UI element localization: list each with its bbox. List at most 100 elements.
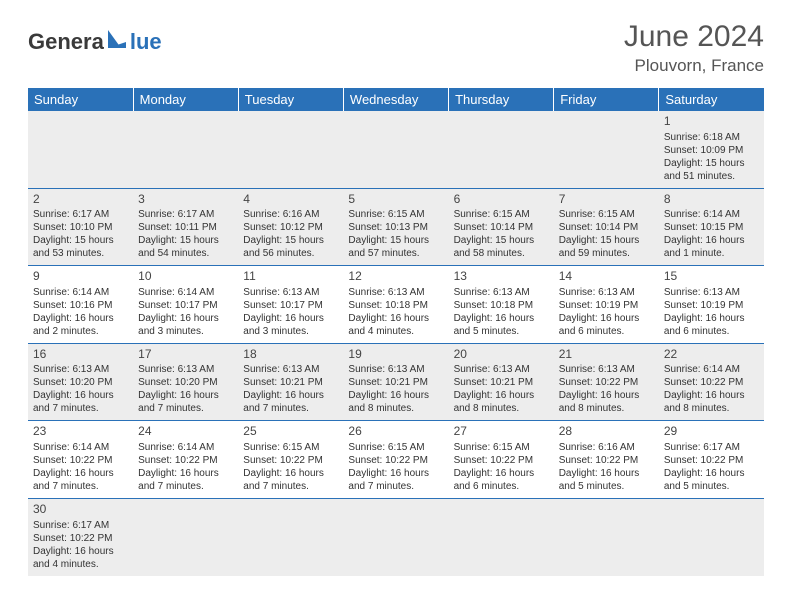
calendar-day-cell: 6Sunrise: 6:15 AMSunset: 10:14 PMDayligh… (449, 188, 554, 266)
calendar-week-row: 16Sunrise: 6:13 AMSunset: 10:20 PMDaylig… (28, 343, 764, 421)
day-number: 10 (138, 269, 233, 285)
sunrise-text: Sunrise: 6:13 AM (559, 363, 654, 376)
calendar-day-cell: 12Sunrise: 6:13 AMSunset: 10:18 PMDaylig… (343, 266, 448, 344)
daylight-text: Daylight: 16 hours and 7 minutes. (138, 467, 233, 493)
day-header: Thursday (449, 88, 554, 111)
sunrise-text: Sunrise: 6:13 AM (348, 363, 443, 376)
calendar-day-cell (238, 498, 343, 575)
day-number: 23 (33, 424, 128, 440)
calendar-day-cell (133, 498, 238, 575)
day-number: 26 (348, 424, 443, 440)
calendar-day-cell: 10Sunrise: 6:14 AMSunset: 10:17 PMDaylig… (133, 266, 238, 344)
sunset-text: Sunset: 10:18 PM (348, 299, 443, 312)
calendar-day-cell: 27Sunrise: 6:15 AMSunset: 10:22 PMDaylig… (449, 421, 554, 499)
calendar-day-cell: 15Sunrise: 6:13 AMSunset: 10:19 PMDaylig… (659, 266, 764, 344)
day-number: 14 (559, 269, 654, 285)
calendar-day-cell (554, 111, 659, 188)
calendar-day-cell (343, 498, 448, 575)
day-number: 17 (138, 347, 233, 363)
sunrise-text: Sunrise: 6:13 AM (138, 363, 233, 376)
sunrise-text: Sunrise: 6:14 AM (664, 363, 759, 376)
daylight-text: Daylight: 15 hours and 58 minutes. (454, 234, 549, 260)
sunset-text: Sunset: 10:22 PM (243, 454, 338, 467)
day-number: 13 (454, 269, 549, 285)
calendar-day-cell: 24Sunrise: 6:14 AMSunset: 10:22 PMDaylig… (133, 421, 238, 499)
daylight-text: Daylight: 16 hours and 6 minutes. (454, 467, 549, 493)
calendar-day-cell: 28Sunrise: 6:16 AMSunset: 10:22 PMDaylig… (554, 421, 659, 499)
day-number: 29 (664, 424, 759, 440)
calendar-day-cell (449, 498, 554, 575)
sunrise-text: Sunrise: 6:15 AM (348, 208, 443, 221)
page-header: Genera lue June 2024 Plouvorn, France (28, 20, 764, 76)
sunset-text: Sunset: 10:21 PM (348, 376, 443, 389)
sunset-text: Sunset: 10:09 PM (664, 144, 759, 157)
sunrise-text: Sunrise: 6:16 AM (243, 208, 338, 221)
calendar-day-cell (133, 111, 238, 188)
sunset-text: Sunset: 10:17 PM (138, 299, 233, 312)
logo-text-b: lue (130, 29, 162, 55)
sunset-text: Sunset: 10:22 PM (33, 532, 128, 545)
sunset-text: Sunset: 10:20 PM (33, 376, 128, 389)
daylight-text: Daylight: 16 hours and 8 minutes. (559, 389, 654, 415)
sunset-text: Sunset: 10:18 PM (454, 299, 549, 312)
sunset-text: Sunset: 10:12 PM (243, 221, 338, 234)
daylight-text: Daylight: 16 hours and 8 minutes. (664, 389, 759, 415)
day-header: Tuesday (238, 88, 343, 111)
day-number: 11 (243, 269, 338, 285)
calendar-day-cell: 8Sunrise: 6:14 AMSunset: 10:15 PMDayligh… (659, 188, 764, 266)
sunset-text: Sunset: 10:17 PM (243, 299, 338, 312)
sunrise-text: Sunrise: 6:14 AM (138, 441, 233, 454)
day-header: Monday (133, 88, 238, 111)
calendar-day-cell: 20Sunrise: 6:13 AMSunset: 10:21 PMDaylig… (449, 343, 554, 421)
sunrise-text: Sunrise: 6:14 AM (664, 208, 759, 221)
sunrise-text: Sunrise: 6:15 AM (348, 441, 443, 454)
sunset-text: Sunset: 10:22 PM (559, 454, 654, 467)
calendar-day-cell: 17Sunrise: 6:13 AMSunset: 10:20 PMDaylig… (133, 343, 238, 421)
day-number: 25 (243, 424, 338, 440)
calendar-day-cell: 29Sunrise: 6:17 AMSunset: 10:22 PMDaylig… (659, 421, 764, 499)
daylight-text: Daylight: 16 hours and 3 minutes. (243, 312, 338, 338)
day-number: 28 (559, 424, 654, 440)
sunset-text: Sunset: 10:20 PM (138, 376, 233, 389)
calendar-day-cell (554, 498, 659, 575)
calendar-day-cell: 2Sunrise: 6:17 AMSunset: 10:10 PMDayligh… (28, 188, 133, 266)
logo-sail-icon (107, 28, 127, 55)
sunset-text: Sunset: 10:22 PM (348, 454, 443, 467)
daylight-text: Daylight: 16 hours and 6 minutes. (559, 312, 654, 338)
daylight-text: Daylight: 16 hours and 4 minutes. (33, 545, 128, 571)
daylight-text: Daylight: 16 hours and 4 minutes. (348, 312, 443, 338)
calendar-day-cell: 26Sunrise: 6:15 AMSunset: 10:22 PMDaylig… (343, 421, 448, 499)
day-number: 21 (559, 347, 654, 363)
day-number: 5 (348, 192, 443, 208)
daylight-text: Daylight: 15 hours and 59 minutes. (559, 234, 654, 260)
daylight-text: Daylight: 16 hours and 3 minutes. (138, 312, 233, 338)
daylight-text: Daylight: 15 hours and 54 minutes. (138, 234, 233, 260)
calendar-day-cell: 11Sunrise: 6:13 AMSunset: 10:17 PMDaylig… (238, 266, 343, 344)
daylight-text: Daylight: 15 hours and 56 minutes. (243, 234, 338, 260)
sunrise-text: Sunrise: 6:17 AM (664, 441, 759, 454)
sunset-text: Sunset: 10:22 PM (664, 376, 759, 389)
daylight-text: Daylight: 15 hours and 57 minutes. (348, 234, 443, 260)
day-header: Saturday (659, 88, 764, 111)
sunset-text: Sunset: 10:14 PM (559, 221, 654, 234)
daylight-text: Daylight: 16 hours and 2 minutes. (33, 312, 128, 338)
sunset-text: Sunset: 10:15 PM (664, 221, 759, 234)
day-number: 1 (664, 114, 759, 130)
logo-text-a: Genera (28, 29, 104, 55)
calendar-day-cell: 1Sunrise: 6:18 AMSunset: 10:09 PMDayligh… (659, 111, 764, 188)
sunrise-text: Sunrise: 6:14 AM (33, 286, 128, 299)
day-number: 18 (243, 347, 338, 363)
day-number: 12 (348, 269, 443, 285)
calendar-day-cell: 25Sunrise: 6:15 AMSunset: 10:22 PMDaylig… (238, 421, 343, 499)
calendar-table: Sunday Monday Tuesday Wednesday Thursday… (28, 88, 764, 576)
location-label: Plouvorn, France (624, 56, 764, 76)
daylight-text: Daylight: 16 hours and 7 minutes. (33, 467, 128, 493)
sunrise-text: Sunrise: 6:13 AM (454, 286, 549, 299)
calendar-day-cell (449, 111, 554, 188)
sunrise-text: Sunrise: 6:17 AM (138, 208, 233, 221)
calendar-day-cell: 21Sunrise: 6:13 AMSunset: 10:22 PMDaylig… (554, 343, 659, 421)
sunrise-text: Sunrise: 6:15 AM (243, 441, 338, 454)
day-number: 7 (559, 192, 654, 208)
calendar-day-cell: 4Sunrise: 6:16 AMSunset: 10:12 PMDayligh… (238, 188, 343, 266)
daylight-text: Daylight: 16 hours and 5 minutes. (559, 467, 654, 493)
